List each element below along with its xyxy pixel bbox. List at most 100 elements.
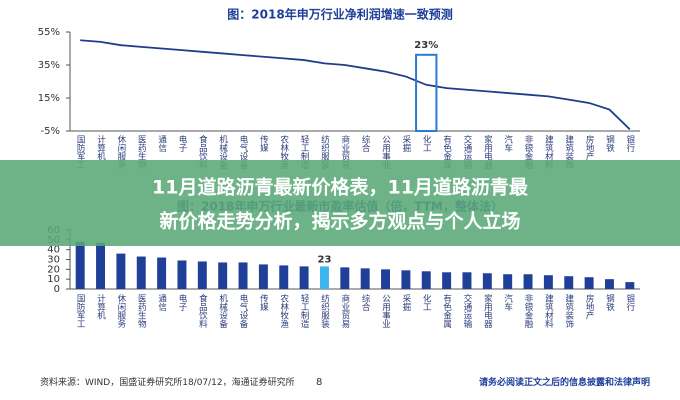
bar — [442, 272, 452, 289]
x-tick-label: 汽车 — [503, 293, 513, 312]
x-tick-label: 家用电器 — [482, 134, 492, 170]
x-tick-label: 综合 — [360, 134, 370, 153]
x-tick-label: 非银金融 — [523, 134, 533, 170]
x-tick-label: 电子 — [177, 293, 187, 311]
bar — [503, 274, 513, 289]
x-tick-label: 钢铁 — [604, 293, 614, 312]
y-tick-label: 10 — [47, 274, 60, 285]
x-tick-label: 商业贸易 — [340, 293, 350, 329]
x-tick-label: 家用电器 — [482, 293, 492, 329]
bar — [319, 266, 329, 289]
banner — [0, 160, 680, 246]
banner-line: 11月道路沥青最新价格表，11月道路沥青最 — [152, 176, 529, 199]
x-tick-label: 电子 — [177, 134, 187, 152]
page-number: 8 — [316, 377, 322, 388]
x-tick-label: 电气设备 — [238, 293, 248, 329]
bar — [238, 262, 248, 289]
x-tick-label: 食品饮料 — [197, 293, 207, 329]
bar — [299, 266, 309, 289]
bar — [340, 267, 350, 289]
x-tick-label: 交通运输 — [462, 134, 472, 170]
x-tick-label: 传媒 — [258, 134, 268, 153]
source: 资料来源：WIND，国盛证券研究所18/07/12，海通证券研究所 — [40, 376, 295, 388]
bar — [462, 272, 472, 289]
x-tick-label: 建筑材料 — [543, 134, 553, 170]
x-tick-label: 电气设备 — [238, 134, 248, 170]
x-tick-label: 建筑装饰 — [564, 293, 574, 329]
x-tick-label: 医药生物 — [136, 294, 146, 329]
bar — [116, 253, 126, 289]
bar — [136, 256, 146, 289]
y-tick-label: 15% — [38, 93, 60, 104]
value-label: 23 — [318, 254, 332, 265]
bar — [482, 273, 492, 289]
x-tick-label: 计算机 — [96, 134, 106, 161]
x-tick-label: 国防军工 — [75, 294, 85, 328]
bar — [584, 277, 594, 289]
x-tick-label: 商业贸易 — [340, 134, 350, 170]
x-tick-label: 纺织服装 — [319, 293, 329, 329]
y-tick-label: 35% — [38, 60, 60, 71]
x-tick-label: 公用事业 — [381, 294, 391, 328]
notice: 请务必阅读正文之后的信息披露和法律声明 — [479, 376, 650, 388]
bar — [543, 275, 553, 289]
bar — [279, 265, 289, 289]
x-tick-label: 国防军工 — [75, 135, 85, 169]
y-tick-label: 55% — [38, 27, 60, 38]
bar — [360, 268, 370, 289]
x-tick-label: 化工 — [421, 134, 431, 152]
x-tick-label: 房地产 — [584, 293, 594, 320]
x-tick-label: 建筑装饰 — [564, 134, 574, 170]
x-tick-label: 银行 — [625, 293, 635, 312]
x-tick-label: 公用事业 — [381, 135, 391, 169]
x-tick-label: 通信 — [157, 293, 167, 312]
x-tick-label: 有色金属 — [442, 134, 452, 170]
y-tick-label: 20 — [47, 264, 60, 275]
x-tick-label: 房地产 — [584, 134, 594, 161]
x-tick-label: 综合 — [360, 293, 370, 312]
x-tick-label: 汽车 — [503, 134, 513, 153]
bar — [258, 264, 268, 289]
bar — [421, 271, 431, 289]
x-tick-label: 建筑材料 — [543, 293, 553, 329]
bar — [564, 276, 574, 289]
bar — [381, 269, 391, 289]
x-tick-label: 轻工制造 — [299, 293, 309, 329]
y-tick-label: 30 — [47, 255, 60, 266]
x-tick-label: 有色金属 — [442, 293, 452, 329]
bar — [96, 242, 106, 289]
value-label: 23% — [414, 40, 438, 51]
bar — [625, 282, 635, 289]
x-tick-label: 银行 — [625, 134, 635, 153]
bar — [197, 261, 207, 289]
x-tick-label: 休闲服务 — [116, 293, 126, 329]
x-tick-label: 医药生物 — [136, 135, 146, 170]
y-tick-label: 0 — [54, 284, 60, 295]
x-tick-label: 钢铁 — [604, 134, 614, 153]
line — [80, 39, 631, 130]
x-tick-label: 计算机 — [96, 293, 106, 320]
bar — [75, 241, 85, 289]
x-tick-label: 休闲服务 — [116, 134, 126, 170]
x-tick-label: 轻工制造 — [299, 134, 309, 170]
x-tick-label: 纺织服装 — [319, 134, 329, 170]
bar — [401, 270, 411, 289]
chart-title: 图：2018年申万行业净利润增速一致预测 — [227, 7, 452, 22]
x-tick-label: 农林牧渔 — [279, 293, 289, 328]
bar — [523, 274, 533, 289]
banner-line: 新价格走势分析，揭示多方观点与个人立场 — [159, 210, 520, 233]
bar — [218, 262, 228, 289]
highlight-box — [415, 53, 438, 132]
x-tick-label: 化工 — [421, 293, 431, 311]
x-tick-label: 机械设备 — [218, 134, 228, 170]
x-tick-label: 交通运输 — [462, 293, 472, 329]
x-tick-label: 通信 — [157, 134, 167, 153]
y-tick-label: -5% — [41, 126, 60, 137]
bar — [604, 279, 614, 289]
x-tick-label: 非银金融 — [523, 293, 533, 329]
bar — [177, 260, 187, 289]
x-tick-label: 食品饮料 — [197, 134, 207, 170]
x-tick-label: 采掘 — [401, 293, 411, 312]
x-tick-label: 机械设备 — [218, 293, 228, 329]
